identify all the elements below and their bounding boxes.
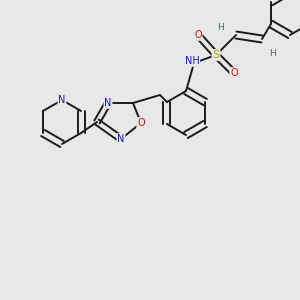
Text: S: S <box>212 50 220 60</box>
Text: H: H <box>217 22 224 32</box>
Text: H: H <box>268 49 275 58</box>
Text: O: O <box>194 30 202 40</box>
Text: N: N <box>104 98 112 108</box>
Text: N: N <box>58 95 66 105</box>
Text: O: O <box>137 118 145 128</box>
Text: O: O <box>230 68 238 78</box>
Text: N: N <box>117 134 125 144</box>
Text: NH: NH <box>184 56 200 66</box>
